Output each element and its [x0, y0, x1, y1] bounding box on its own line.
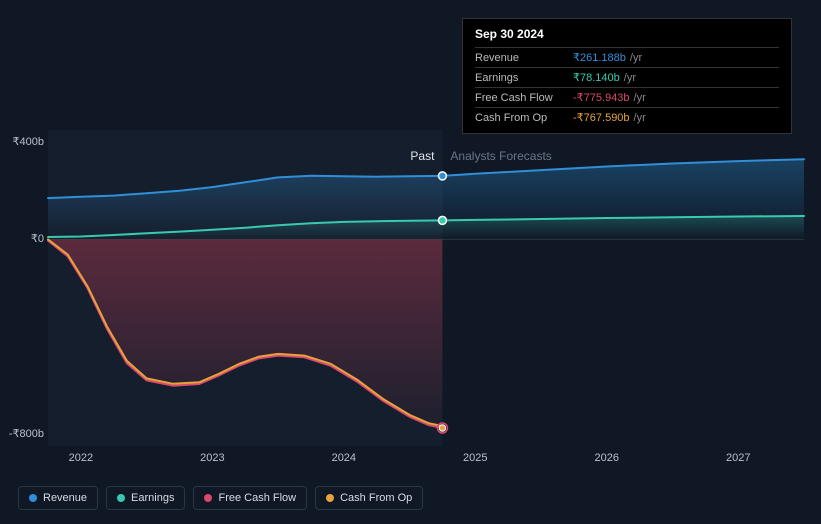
chart-legend: Revenue Earnings Free Cash Flow Cash From O…	[18, 486, 423, 510]
tooltip-row-value: ₹261.188b	[573, 51, 626, 64]
marker	[439, 425, 445, 431]
legend-item[interactable]: Cash From Op	[315, 486, 423, 510]
tooltip-row-value: -₹775.943b	[573, 91, 630, 104]
marker	[438, 172, 446, 180]
financial-chart: ₹400b ₹0 -₹800b 2022 2023 2024 2025 2026 2027 P…	[0, 0, 821, 524]
tooltip-row-label: Free Cash Flow	[475, 92, 573, 104]
y-axis-label: -₹800b	[0, 427, 44, 440]
tooltip-date: Sep 30 2024	[475, 27, 779, 41]
tooltip-row-label: Earnings	[475, 72, 573, 84]
data-tooltip: Sep 30 2024 Revenue₹261.188b/yrEarnings₹…	[462, 18, 792, 134]
tooltip-row-label: Cash From Op	[475, 112, 573, 124]
legend-swatch	[117, 494, 125, 502]
tooltip-row-unit: /yr	[630, 52, 642, 64]
legend-swatch	[29, 494, 37, 502]
tooltip-row: Cash From Op-₹767.590b/yr	[475, 107, 779, 127]
forecast-label: Analysts Forecasts	[450, 149, 551, 163]
x-axis-label: 2023	[200, 452, 224, 464]
past-label: Past	[48, 149, 434, 163]
y-axis-label: ₹0	[0, 232, 44, 245]
legend-label: Revenue	[43, 492, 87, 504]
marker	[438, 216, 446, 224]
tooltip-row-unit: /yr	[634, 92, 646, 104]
legend-swatch	[326, 494, 334, 502]
y-axis-label: ₹400b	[0, 135, 44, 148]
tooltip-row-value: -₹767.590b	[573, 111, 630, 124]
tooltip-row: Free Cash Flow-₹775.943b/yr	[475, 87, 779, 107]
tooltip-row: Revenue₹261.188b/yr	[475, 47, 779, 67]
tooltip-row-label: Revenue	[475, 52, 573, 64]
legend-item[interactable]: Revenue	[18, 486, 98, 510]
tooltip-row: Earnings₹78.140b/yr	[475, 67, 779, 87]
tooltip-row-unit: /yr	[624, 72, 636, 84]
legend-label: Free Cash Flow	[218, 492, 296, 504]
tooltip-row-value: ₹78.140b	[573, 71, 620, 84]
legend-swatch	[204, 494, 212, 502]
x-axis-label: 2026	[595, 452, 619, 464]
x-axis-label: 2024	[332, 452, 356, 464]
legend-label: Earnings	[131, 492, 174, 504]
x-axis-label: 2025	[463, 452, 487, 464]
legend-item[interactable]: Free Cash Flow	[193, 486, 307, 510]
x-axis-label: 2027	[726, 452, 750, 464]
legend-item[interactable]: Earnings	[106, 486, 185, 510]
x-axis-label: 2022	[69, 452, 93, 464]
tooltip-row-unit: /yr	[634, 112, 646, 124]
legend-label: Cash From Op	[340, 492, 412, 504]
